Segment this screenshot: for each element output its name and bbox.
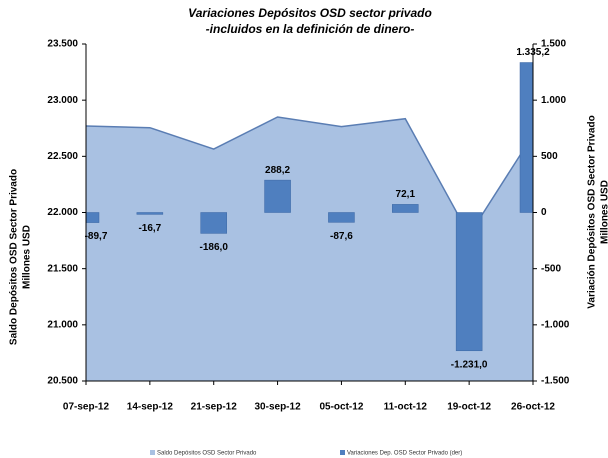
legend-label: Variaciones Dep. OSD Sector Privado (der… (347, 451, 462, 457)
bar (328, 212, 355, 223)
bar (455, 212, 483, 352)
y2-tick-label: 0 (541, 207, 547, 218)
y-tick-label: 23.000 (47, 95, 78, 106)
y2-tick-label: 1.500 (541, 39, 566, 50)
data-label: -87,6 (330, 231, 353, 242)
area-fill (86, 117, 533, 381)
x-tick-label: 26-oct-12 (511, 402, 555, 413)
data-label: -16,7 (138, 223, 161, 234)
y2-tick-label: 500 (541, 151, 558, 162)
y2-tick-label: -1.000 (541, 319, 570, 330)
x-tick-label: 11-oct-12 (384, 402, 428, 413)
bar (86, 212, 100, 223)
y2-tick-label: 1.000 (541, 95, 566, 106)
y-axis-title: Saldo Depósitos OSD Sector Privado (9, 169, 20, 345)
bar (264, 179, 291, 213)
bar (200, 212, 227, 234)
plot-area (86, 62, 533, 381)
legend-swatch (340, 450, 345, 455)
y2-axis-title: Millones USD (600, 180, 608, 244)
bar (136, 212, 164, 215)
x-tick-label: 30-sep-12 (255, 402, 302, 413)
y-tick-label: 21.000 (47, 319, 78, 330)
data-label: -89,7 (85, 231, 108, 242)
legend-swatch (150, 450, 155, 455)
data-label: 72,1 (396, 189, 416, 200)
data-label: 288,2 (265, 165, 290, 176)
chart-title: Variaciones Depósitos OSD sector privado (188, 6, 432, 20)
x-tick-label: 05-oct-12 (319, 402, 363, 413)
legend-label: Saldo Depósitos OSD Sector Privado (157, 451, 257, 457)
x-tick-label: 14-sep-12 (127, 402, 174, 413)
y-axis-title: Millones USD (22, 225, 33, 289)
data-label: -186,0 (200, 242, 229, 253)
chart-subtitle: -incluidos en la definición de dinero- (206, 22, 415, 36)
bar (392, 204, 419, 213)
y2-tick-label: -1.500 (541, 376, 570, 387)
x-tick-label: 19-oct-12 (447, 402, 491, 413)
x-tick-label: 21-sep-12 (191, 402, 238, 413)
y2-axis-title: Variación Depósitos OSD Sector Privado (587, 115, 598, 308)
y-tick-label: 22.000 (47, 207, 78, 218)
x-tick-label: 07-sep-12 (63, 402, 110, 413)
y-tick-label: 23.500 (47, 39, 78, 50)
data-label: -1.231,0 (451, 359, 488, 370)
y-tick-label: 21.500 (47, 263, 78, 274)
bar (519, 62, 533, 213)
y-tick-label: 22.500 (47, 151, 78, 162)
y2-tick-label: -500 (541, 263, 561, 274)
y-tick-label: 20.500 (47, 376, 78, 387)
